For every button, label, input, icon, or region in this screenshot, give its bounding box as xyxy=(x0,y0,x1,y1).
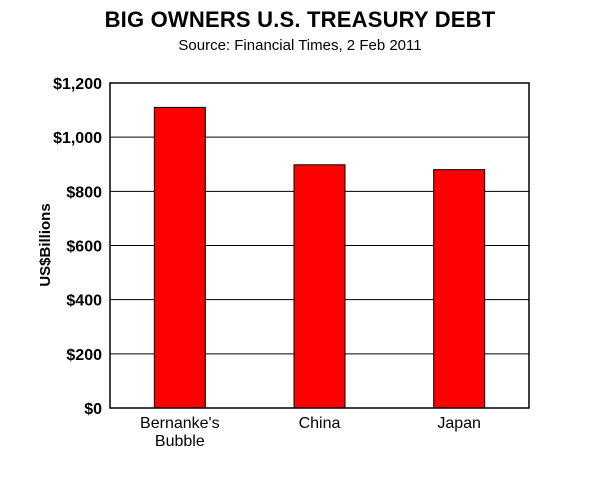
chart-title: BIG OWNERS U.S. TREASURY DEBT xyxy=(104,7,496,32)
y-tick-label: $1,200 xyxy=(53,76,102,93)
plot-area-frame xyxy=(109,82,530,409)
chart-subtitle: Source: Financial Times, 2 Feb 2011 xyxy=(178,37,422,54)
y-tick-label: $800 xyxy=(66,184,102,201)
y-tick-label: $200 xyxy=(66,347,102,364)
x-tick-label: Japan xyxy=(437,415,481,432)
y-tick-label: $600 xyxy=(66,239,102,256)
y-axis-label: US$Billions xyxy=(37,203,54,286)
bars xyxy=(153,106,486,409)
bar xyxy=(153,106,206,409)
x-tick-label: China xyxy=(299,415,341,432)
bar xyxy=(293,164,346,409)
x-tick-label: Bernanke's Bubble xyxy=(140,415,220,450)
y-tick-label: $1,000 xyxy=(53,130,102,147)
y-tick-label: $0 xyxy=(84,401,102,418)
y-axis-ticks: $0 $200 $400 $600 $800 $1,000 $1,200 xyxy=(53,76,102,418)
y-tick-label: $400 xyxy=(66,293,102,310)
x-axis-labels: Bernanke's Bubble China Japan xyxy=(140,415,481,450)
bar xyxy=(433,169,486,409)
